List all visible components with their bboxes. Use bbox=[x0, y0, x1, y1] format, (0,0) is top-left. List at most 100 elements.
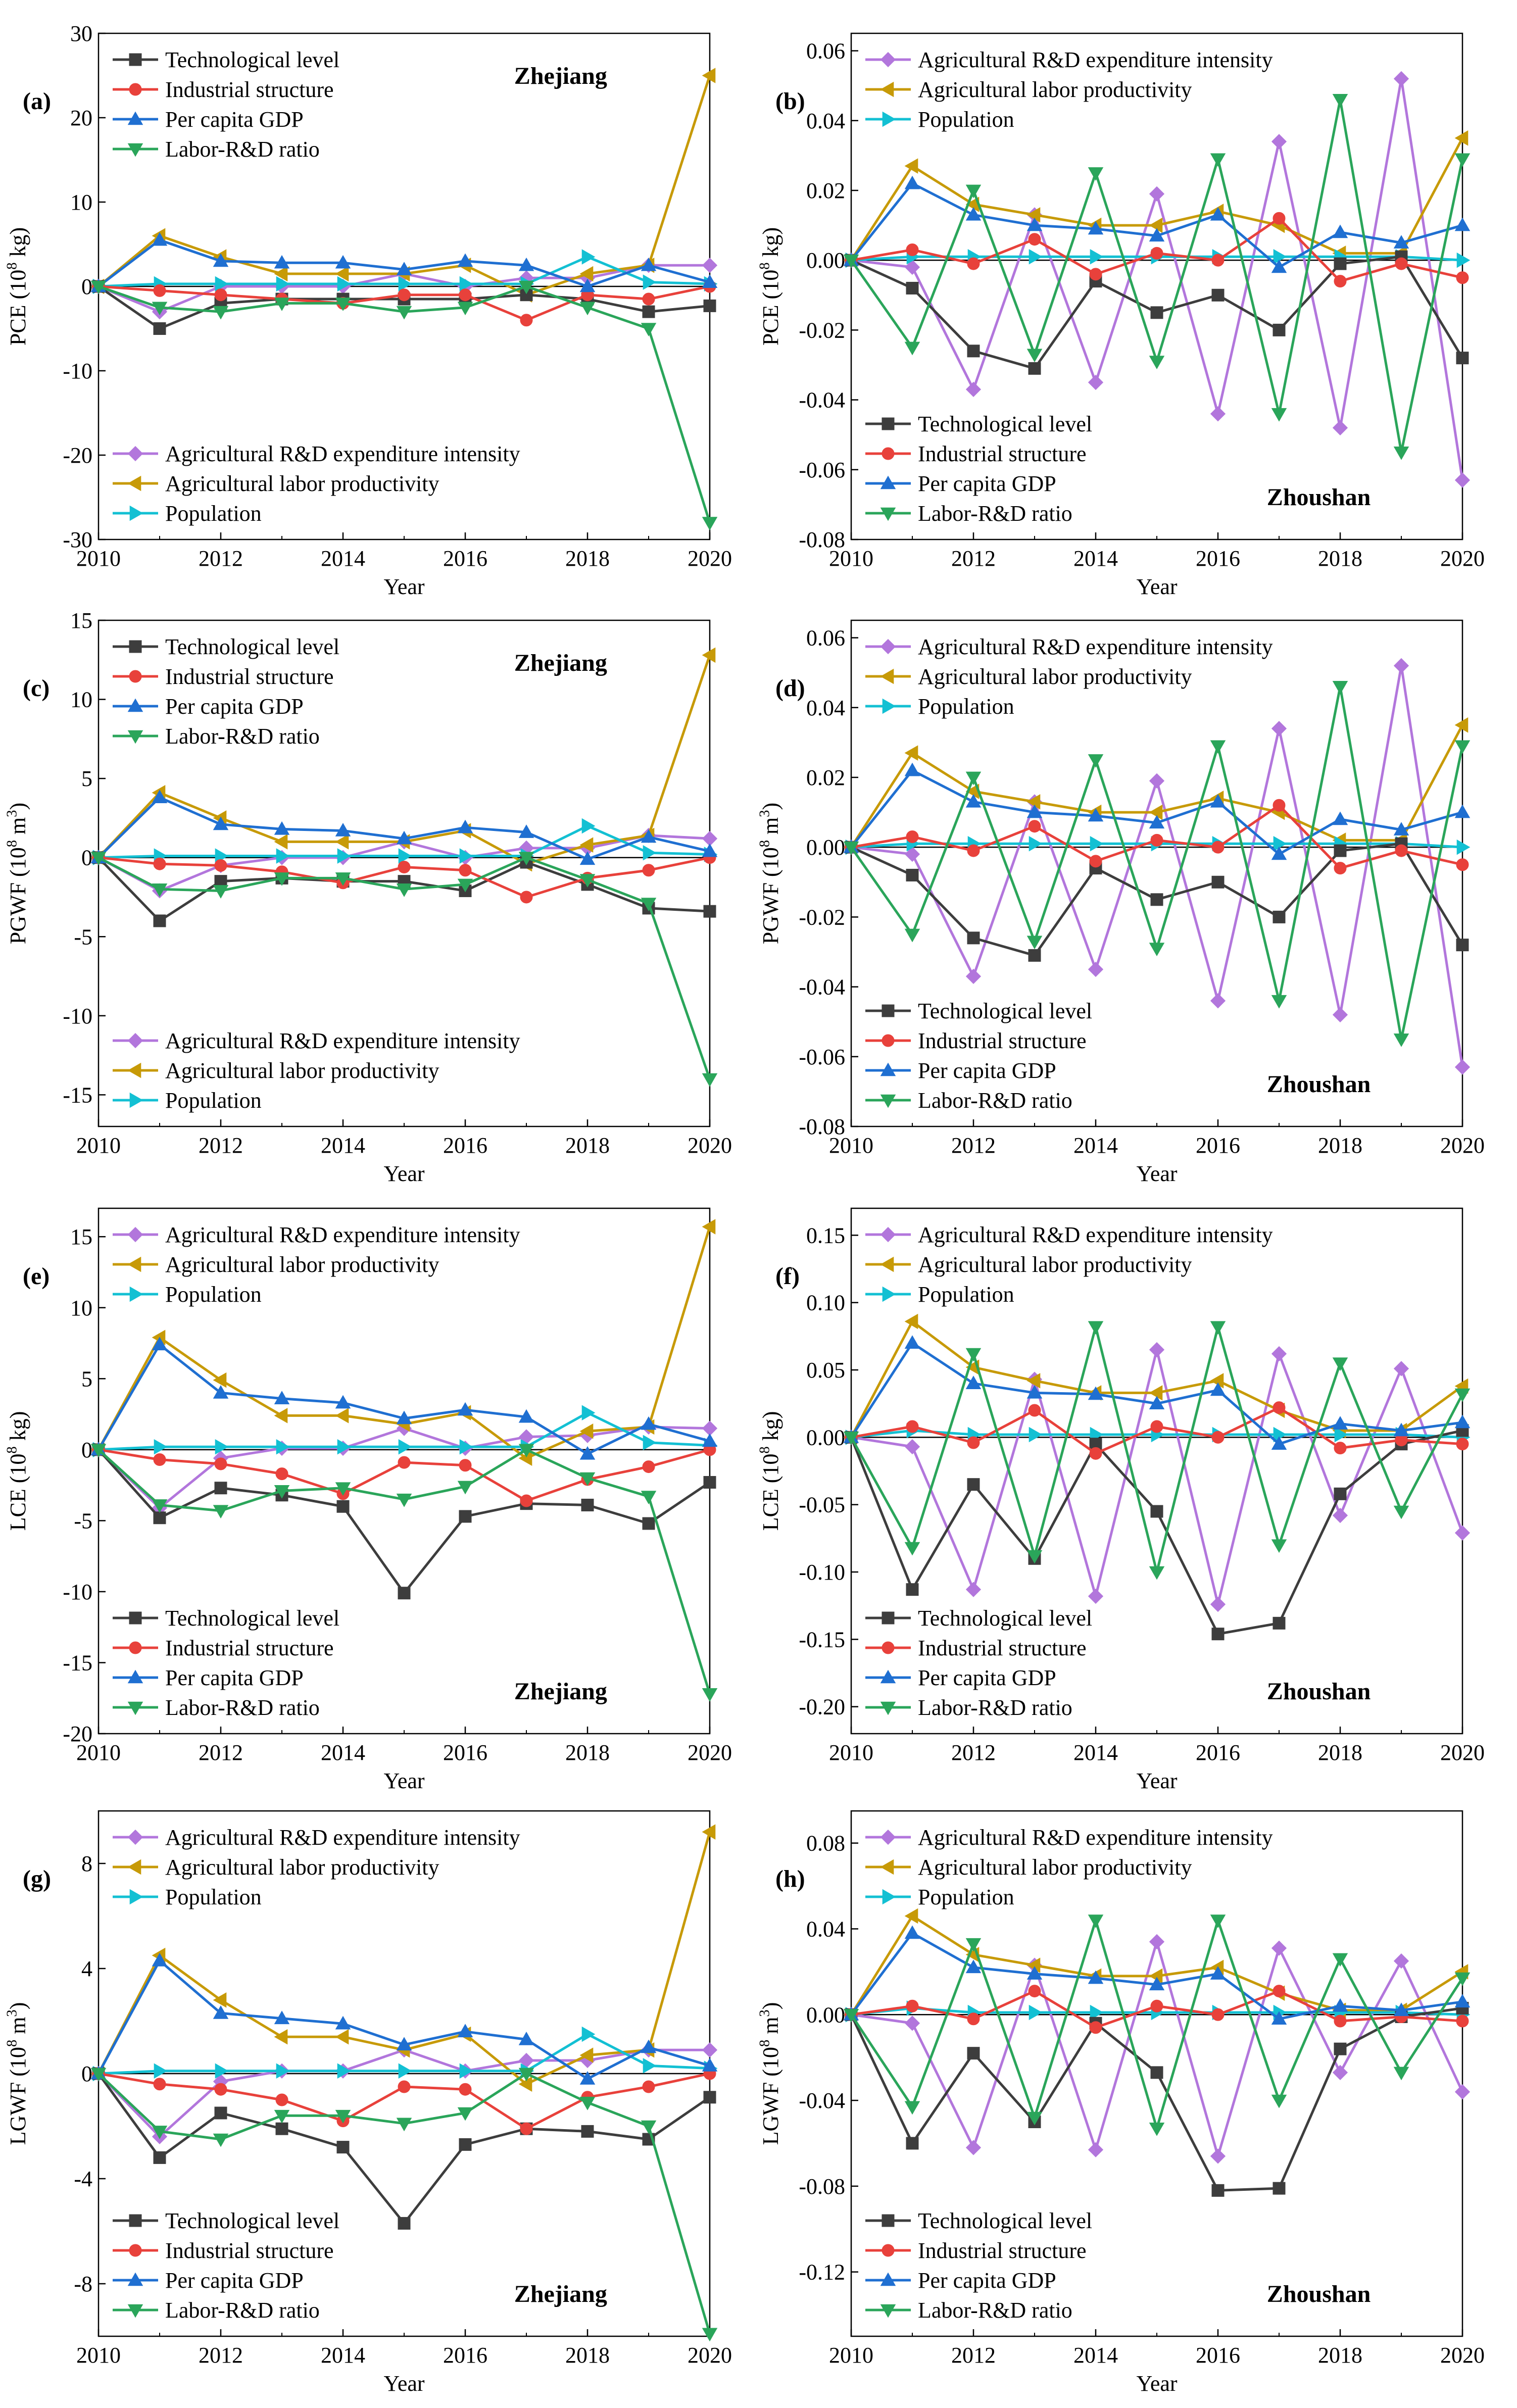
data-point bbox=[275, 2122, 288, 2135]
data-point bbox=[641, 898, 657, 911]
legend-marker bbox=[127, 1669, 143, 1684]
data-point bbox=[1454, 1388, 1471, 1402]
data-point bbox=[1456, 271, 1469, 284]
data-point bbox=[904, 1908, 918, 1924]
data-point bbox=[1332, 224, 1348, 238]
legend-label: Agricultural R&D expenditure intensity bbox=[918, 1825, 1273, 1850]
x-tick-label: 2010 bbox=[76, 2343, 121, 2368]
x-tick-label: 2018 bbox=[1318, 2343, 1362, 2368]
data-point bbox=[1026, 1385, 1043, 1399]
data-point bbox=[1026, 794, 1041, 810]
legend-marker bbox=[880, 668, 894, 684]
data-point bbox=[1211, 875, 1225, 889]
data-point bbox=[579, 2096, 596, 2110]
data-point bbox=[518, 1444, 534, 1458]
region-label: Zhoushan bbox=[1267, 1678, 1371, 1705]
data-point bbox=[1210, 1382, 1226, 1396]
series-technological-level bbox=[92, 1443, 716, 1600]
x-tick-label: 2010 bbox=[76, 1740, 121, 1765]
legend-label: Agricultural R&D expenditure intensity bbox=[165, 1825, 520, 1850]
data-point bbox=[213, 253, 229, 267]
data-point bbox=[213, 816, 229, 830]
data-point bbox=[1454, 740, 1471, 754]
data-point bbox=[520, 314, 533, 327]
data-point bbox=[1334, 2014, 1347, 2028]
chart-panel-c: 2010 2012 2014 2016 2018 2020 -15 -10 -5 0 5 10 15 Ye… bbox=[4, 608, 732, 1186]
x-axis-label: Year bbox=[383, 1161, 424, 1186]
data-point bbox=[90, 2068, 107, 2082]
legend-label: Industrial structure bbox=[918, 1028, 1087, 1053]
data-point bbox=[1332, 811, 1348, 825]
y-tick-label: -0.02 bbox=[799, 318, 845, 342]
data-point bbox=[965, 1938, 982, 1952]
data-point bbox=[335, 1408, 349, 1423]
data-point bbox=[1211, 2184, 1225, 2197]
legend-label: Agricultural labor productivity bbox=[165, 1855, 439, 1880]
x-tick-label: 2020 bbox=[1440, 2343, 1485, 2368]
y-tick-label: -4 bbox=[74, 2167, 92, 2191]
data-point bbox=[274, 872, 290, 886]
data-point bbox=[702, 517, 718, 531]
legend-marker bbox=[127, 111, 143, 125]
legend-label: Per capita GDP bbox=[918, 1665, 1056, 1690]
y-tick-label: -0.02 bbox=[799, 905, 845, 929]
series-per-capita-gdp bbox=[843, 762, 1471, 860]
data-point bbox=[1273, 799, 1286, 812]
data-point bbox=[641, 2120, 657, 2134]
y-axis-label: PGWF (108 m3) bbox=[4, 803, 30, 944]
data-point bbox=[1271, 846, 1287, 860]
data-point bbox=[1211, 841, 1225, 854]
x-tick-label: 2020 bbox=[1440, 1133, 1485, 1158]
data-point bbox=[643, 2058, 657, 2074]
data-point bbox=[906, 1420, 919, 1433]
legend-marker bbox=[880, 81, 894, 97]
data-point bbox=[335, 298, 351, 311]
data-point bbox=[579, 266, 594, 282]
data-point bbox=[1271, 1346, 1287, 1362]
data-point bbox=[276, 2063, 290, 2079]
data-point bbox=[1088, 961, 1104, 977]
legend-label: Per capita GDP bbox=[918, 471, 1056, 496]
data-point bbox=[152, 1499, 168, 1513]
data-point bbox=[579, 851, 596, 865]
data-point bbox=[1149, 1342, 1165, 1358]
data-point bbox=[641, 257, 657, 271]
legend-marker bbox=[129, 1286, 143, 1302]
data-point bbox=[703, 905, 716, 918]
data-point bbox=[1273, 2182, 1286, 2195]
x-tick-label: 2010 bbox=[829, 1133, 873, 1158]
x-axis-label: Year bbox=[1136, 1768, 1177, 1793]
data-point bbox=[906, 868, 919, 881]
y-tick-label: 0.02 bbox=[806, 765, 845, 790]
data-point bbox=[1028, 949, 1041, 962]
data-point bbox=[1150, 893, 1163, 906]
data-point bbox=[1334, 862, 1347, 875]
data-point bbox=[1210, 207, 1226, 221]
data-point bbox=[1210, 406, 1226, 422]
legend-label: Population bbox=[918, 107, 1014, 132]
data-point bbox=[702, 1824, 716, 1840]
data-point bbox=[274, 298, 290, 311]
data-point bbox=[1149, 1385, 1163, 1401]
data-point bbox=[1454, 472, 1471, 488]
x-axis-label: Year bbox=[383, 574, 424, 599]
data-point bbox=[274, 1485, 290, 1499]
data-point bbox=[459, 288, 472, 302]
data-point bbox=[153, 1511, 166, 1525]
x-tick-label: 2018 bbox=[565, 546, 610, 571]
data-point bbox=[1334, 1442, 1347, 1455]
data-point bbox=[642, 2080, 655, 2093]
data-point bbox=[1271, 134, 1287, 150]
data-point bbox=[967, 931, 980, 945]
data-point bbox=[579, 302, 596, 316]
data-point bbox=[1454, 217, 1471, 231]
data-point bbox=[154, 2063, 168, 2079]
legend-label: Per capita GDP bbox=[165, 1665, 304, 1690]
series-labor-r-d-ratio bbox=[90, 280, 718, 531]
data-point bbox=[335, 872, 351, 886]
data-point bbox=[1393, 2002, 1409, 2017]
data-point bbox=[152, 1952, 168, 1967]
data-point bbox=[1332, 680, 1348, 695]
series-line bbox=[850, 2007, 1463, 2192]
legend-marker bbox=[127, 730, 143, 744]
